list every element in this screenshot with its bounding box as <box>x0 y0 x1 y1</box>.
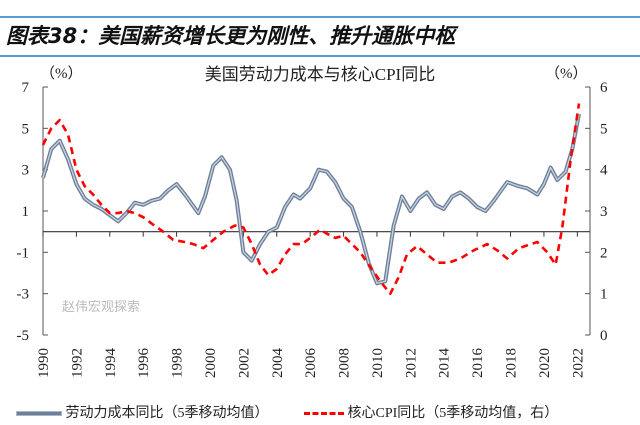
left-tick-label: -1 <box>17 245 30 261</box>
left-tick-label: -3 <box>17 287 30 303</box>
right-tick-label: 1 <box>600 287 608 303</box>
right-axis-unit: （%） <box>545 65 588 82</box>
x-tick-label: 2022 <box>570 348 586 378</box>
right-tick-label: 2 <box>600 245 608 261</box>
right-tick-label: 5 <box>600 121 608 137</box>
x-tick-label: 1990 <box>36 348 52 378</box>
series-labor-cost-line <box>42 113 580 284</box>
legend-label: 劳动力成本同比（5季移动均值） <box>65 406 269 421</box>
right-tick-label: 3 <box>600 204 608 220</box>
series-core-cpi-line <box>41 103 581 295</box>
chart-title: 美国劳动力成本与核心CPI同比 <box>205 65 435 84</box>
x-tick-label: 1996 <box>136 348 152 379</box>
x-tick-label: 2012 <box>403 348 419 378</box>
left-tick-label: 7 <box>22 80 30 96</box>
legend-item-labor-cost: 劳动力成本同比（5季移动均值） <box>16 402 269 422</box>
x-tick-label: 2016 <box>470 348 486 379</box>
x-tick-label: 2006 <box>303 348 319 379</box>
x-tick-label: 2018 <box>504 348 520 378</box>
x-tick-label: 2010 <box>370 348 386 378</box>
x-tick-label: 2004 <box>270 348 286 379</box>
left-tick-label: 5 <box>22 121 30 137</box>
left-tick-label: 3 <box>22 163 30 179</box>
x-tick-label: 1994 <box>103 348 119 379</box>
x-tick-label: 2002 <box>236 348 252 378</box>
legend-item-core-cpi: 核心CPI同比（5季移动均值，右） <box>304 402 558 422</box>
right-tick-label: 4 <box>600 163 608 179</box>
top-rule <box>0 16 640 18</box>
x-tick-label: 1992 <box>69 348 85 378</box>
x-tick-label: 2000 <box>203 348 219 378</box>
left-axis-unit: （%） <box>40 65 83 82</box>
x-tick-label: 2020 <box>537 348 553 378</box>
legend-swatch-dashed <box>304 412 344 416</box>
figure-title: 图表38：美国薪资增长更为刚性、推升通胀中枢 <box>6 24 456 48</box>
legend-swatch-solid <box>16 411 62 417</box>
x-tick-label: 2014 <box>437 348 453 379</box>
watermark: 赵伟宏观探索 <box>62 300 141 315</box>
right-tick-label: 6 <box>600 80 608 96</box>
title-rule <box>0 55 640 57</box>
series-labor-cost-outline <box>41 113 581 286</box>
x-tick-label: 1998 <box>170 348 186 378</box>
left-tick-label: 1 <box>22 204 30 220</box>
x-tick-label: 2008 <box>337 348 353 378</box>
left-tick-label: -5 <box>17 328 30 344</box>
right-tick-label: 0 <box>600 328 608 344</box>
legend-label: 核心CPI同比（5季移动均值，右） <box>347 406 559 421</box>
